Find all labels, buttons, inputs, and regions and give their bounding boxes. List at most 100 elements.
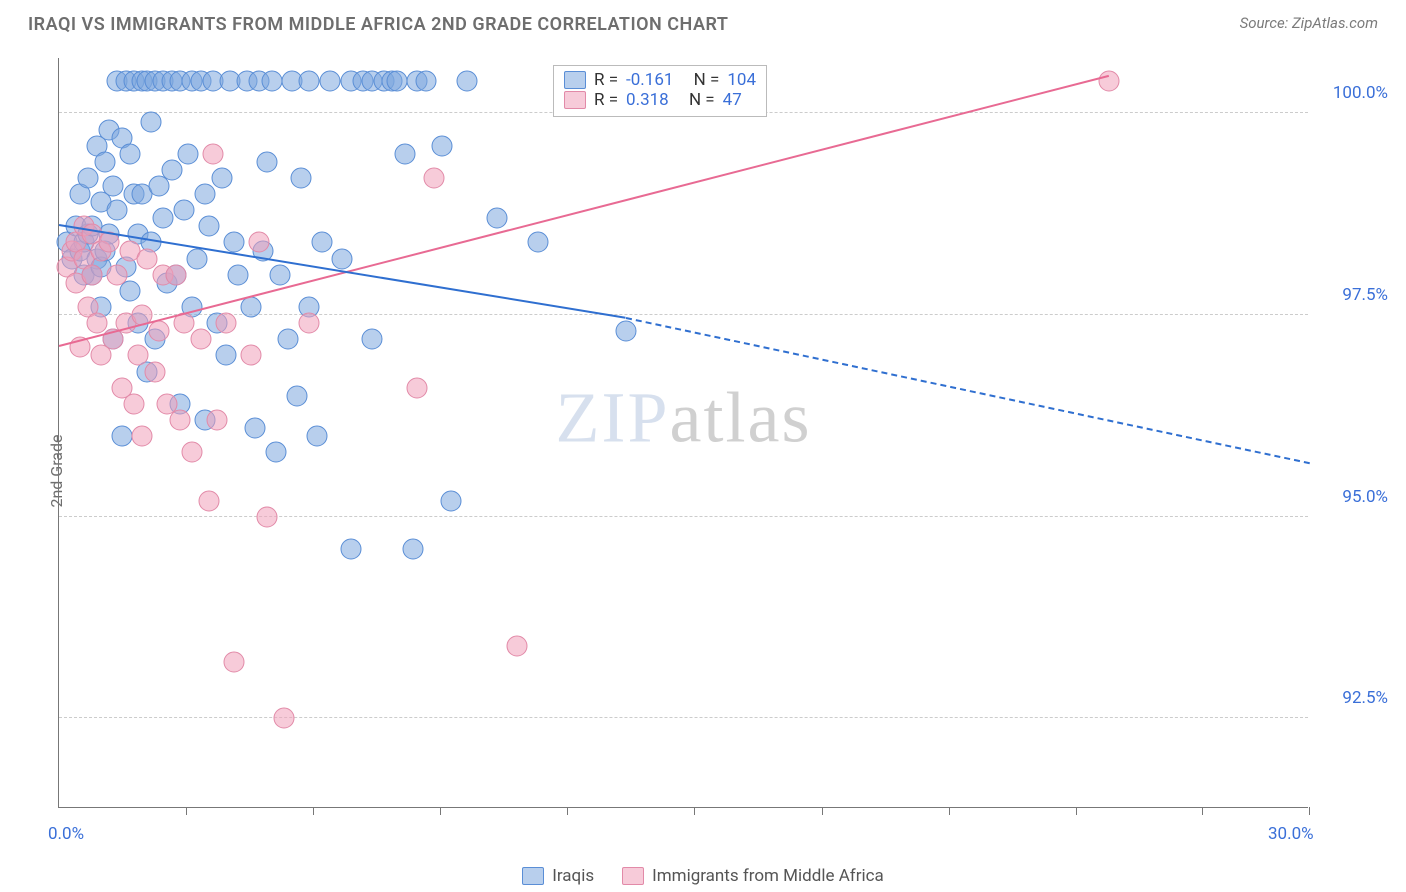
scatter-point-iraqis xyxy=(269,264,290,285)
scatter-point-iraqis xyxy=(340,538,361,559)
scatter-point-iraqis xyxy=(432,135,453,156)
scatter-point-iraqis xyxy=(394,143,415,164)
scatter-point-iraqis xyxy=(140,111,161,132)
r-label: R = xyxy=(594,90,618,110)
scatter-point-middle-africa xyxy=(249,232,270,253)
scatter-point-iraqis xyxy=(78,167,99,188)
n-label: N = xyxy=(689,90,715,110)
scatter-point-iraqis xyxy=(290,167,311,188)
r-value-b: 0.318 xyxy=(626,90,669,110)
scatter-point-middle-africa xyxy=(144,361,165,382)
scatter-point-iraqis xyxy=(244,417,265,438)
swatch-series-a xyxy=(522,867,544,885)
swatch-series-b xyxy=(564,91,586,109)
scatter-point-iraqis xyxy=(486,208,507,229)
scatter-point-middle-africa xyxy=(165,264,186,285)
scatter-point-iraqis xyxy=(278,329,299,350)
scatter-point-iraqis xyxy=(119,143,140,164)
scatter-point-iraqis xyxy=(161,159,182,180)
scatter-point-iraqis xyxy=(153,208,174,229)
y-tick-label: 97.5% xyxy=(1318,285,1388,305)
scatter-point-middle-africa xyxy=(128,345,149,366)
x-axis-min-label: 0.0% xyxy=(48,824,84,844)
scatter-point-middle-africa xyxy=(86,313,107,334)
series-legend: Iraqis Immigrants from Middle Africa xyxy=(0,866,1406,886)
scatter-point-middle-africa xyxy=(207,409,228,430)
scatter-point-iraqis xyxy=(403,538,424,559)
scatter-point-middle-africa xyxy=(132,426,153,447)
scatter-point-iraqis xyxy=(528,232,549,253)
scatter-point-middle-africa xyxy=(199,490,220,511)
scatter-point-iraqis xyxy=(199,216,220,237)
scatter-point-iraqis xyxy=(211,167,232,188)
scatter-point-middle-africa xyxy=(224,651,245,672)
scatter-point-iraqis xyxy=(311,232,332,253)
x-axis-max-label: 30.0% xyxy=(1268,824,1314,844)
scatter-point-middle-africa xyxy=(507,635,528,656)
scatter-point-middle-africa xyxy=(136,248,157,269)
scatter-point-iraqis xyxy=(440,490,461,511)
scatter-point-iraqis xyxy=(299,71,320,92)
scatter-point-middle-africa xyxy=(1099,71,1120,92)
regression-line-iraqis-extrapolated xyxy=(625,317,1309,464)
scatter-point-iraqis xyxy=(307,426,328,447)
correlation-chart: 2nd Grade ZIPatlas R = -0.161 N = 104 R … xyxy=(0,50,1406,892)
swatch-series-b xyxy=(622,867,644,885)
regression-row-b: R = 0.318 N = 47 xyxy=(564,90,756,110)
scatter-point-iraqis xyxy=(386,71,407,92)
scatter-point-middle-africa xyxy=(182,442,203,463)
n-value-a: 104 xyxy=(727,70,756,90)
scatter-point-iraqis xyxy=(174,200,195,221)
scatter-point-iraqis xyxy=(319,71,340,92)
scatter-point-middle-africa xyxy=(215,313,236,334)
y-tick-label: 100.0% xyxy=(1318,83,1388,103)
regression-row-a: R = -0.161 N = 104 xyxy=(564,70,756,90)
r-label: R = xyxy=(594,70,618,90)
scatter-point-middle-africa xyxy=(190,329,211,350)
scatter-point-iraqis xyxy=(615,321,636,342)
watermark: ZIPatlas xyxy=(556,376,812,459)
page-title: IRAQI VS IMMIGRANTS FROM MIDDLE AFRICA 2… xyxy=(28,14,728,35)
scatter-point-middle-africa xyxy=(274,708,295,729)
scatter-point-middle-africa xyxy=(257,506,278,527)
y-tick-label: 95.0% xyxy=(1318,487,1388,507)
scatter-point-middle-africa xyxy=(203,143,224,164)
swatch-series-a xyxy=(564,71,586,89)
scatter-point-iraqis xyxy=(224,232,245,253)
scatter-point-iraqis xyxy=(261,71,282,92)
legend-label-b: Immigrants from Middle Africa xyxy=(652,866,884,886)
scatter-point-middle-africa xyxy=(169,409,190,430)
scatter-point-middle-africa xyxy=(149,321,170,342)
scatter-point-iraqis xyxy=(240,297,261,318)
scatter-point-iraqis xyxy=(265,442,286,463)
scatter-point-iraqis xyxy=(186,248,207,269)
source-credit: Source: ZipAtlas.com xyxy=(1240,14,1378,32)
scatter-point-iraqis xyxy=(194,184,215,205)
scatter-point-iraqis xyxy=(107,200,128,221)
legend-item-b: Immigrants from Middle Africa xyxy=(622,866,884,886)
scatter-point-iraqis xyxy=(361,329,382,350)
scatter-point-iraqis xyxy=(332,248,353,269)
scatter-point-iraqis xyxy=(415,71,436,92)
watermark-part1: ZIP xyxy=(556,377,670,457)
scatter-point-iraqis xyxy=(457,71,478,92)
scatter-point-middle-africa xyxy=(107,264,128,285)
scatter-point-iraqis xyxy=(257,151,278,172)
legend-label-a: Iraqis xyxy=(552,866,594,886)
scatter-point-middle-africa xyxy=(240,345,261,366)
scatter-point-middle-africa xyxy=(407,377,428,398)
plot-area: ZIPatlas R = -0.161 N = 104 R = 0.318 N … xyxy=(58,58,1308,808)
scatter-point-middle-africa xyxy=(424,167,445,188)
r-value-a: -0.161 xyxy=(626,70,673,90)
scatter-point-iraqis xyxy=(94,151,115,172)
n-value-b: 47 xyxy=(723,90,742,110)
y-tick-label: 92.5% xyxy=(1318,688,1388,708)
regression-stats-legend: R = -0.161 N = 104 R = 0.318 N = 47 xyxy=(553,65,767,117)
scatter-point-iraqis xyxy=(228,264,249,285)
n-label: N = xyxy=(694,70,720,90)
scatter-point-iraqis xyxy=(178,143,199,164)
scatter-point-iraqis xyxy=(215,345,236,366)
scatter-point-middle-africa xyxy=(82,264,103,285)
scatter-point-iraqis xyxy=(286,385,307,406)
scatter-point-iraqis xyxy=(103,176,124,197)
